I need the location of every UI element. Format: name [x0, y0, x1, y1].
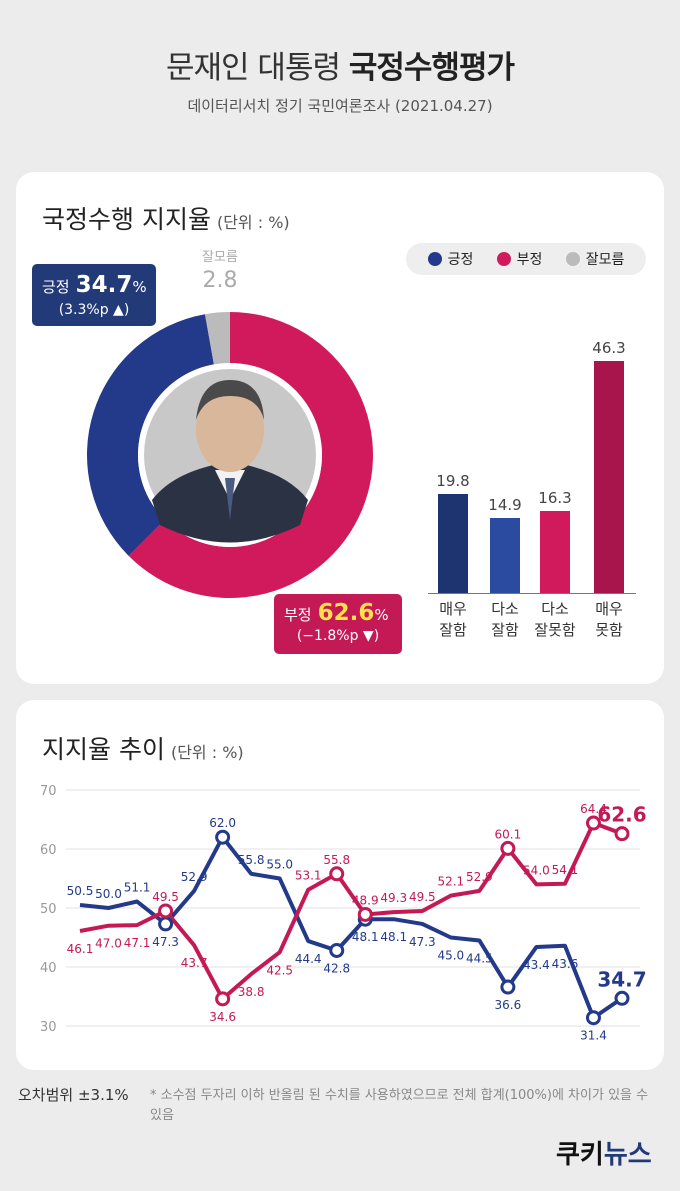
point-marker-positive-19	[614, 990, 630, 1006]
bar-category-1: 다소 잘함	[491, 600, 519, 639]
bar-category-3: 매우 못함	[595, 600, 623, 639]
data-label-negative-3: 49.5	[152, 890, 179, 904]
donut-chart	[86, 312, 373, 598]
y-tick-70: 70	[40, 784, 57, 799]
data-label-negative-18: 64.4	[580, 802, 607, 816]
data-label-positive-2: 51.1	[124, 881, 151, 895]
legend-dot-unknown	[565, 252, 580, 266]
y-tick-40: 40	[40, 961, 57, 976]
data-label-positive-17: 43.6	[552, 957, 579, 971]
data-label-positive-13: 45.0	[437, 949, 464, 963]
data-label-positive-5: 62.0	[209, 816, 236, 830]
data-label-positive-0: 50.5	[67, 884, 94, 898]
data-label-positive-12: 47.3	[409, 935, 436, 949]
data-label-negative-11: 49.3	[380, 891, 407, 905]
footnote: * 소수점 두자리 이하 반올림 된 수치를 사용하였으므로 전체 합계(100…	[150, 1088, 649, 1123]
y-tick-60: 60	[40, 843, 57, 858]
unknown-label: 잘모름	[202, 250, 238, 265]
legend-item-positive: 긍정	[427, 249, 473, 269]
y-tick-30: 30	[40, 1020, 57, 1035]
legend-dot-positive	[427, 252, 442, 266]
data-label-negative-16: 54.0	[523, 863, 550, 877]
point-marker-positive-18	[585, 1010, 601, 1026]
data-label-negative-10: 48.9	[352, 893, 379, 907]
data-label-positive-6: 55.8	[238, 853, 265, 867]
data-label-positive-4: 52.9	[181, 870, 208, 884]
data-label-negative-19: 62.6	[597, 803, 646, 827]
data-label-negative-1: 47.0	[95, 937, 122, 951]
bar-3	[594, 361, 624, 593]
bar-value-3: 46.3	[592, 339, 626, 357]
bar-value-1: 14.9	[488, 496, 522, 515]
breakdown-bar-chart: 19.8 매우 잘함 14.9 다소 잘함 16.3 다소 잘못함 46.3 매우 못함	[428, 339, 636, 639]
data-label-positive-11: 48.1	[380, 930, 407, 944]
donut-slice-positive	[86, 314, 214, 556]
data-label-positive-10: 48.1	[352, 930, 379, 944]
point-marker-positive-9	[329, 942, 345, 958]
data-label-negative-5: 34.6	[209, 1010, 236, 1024]
bar-0	[438, 493, 468, 593]
point-marker-positive-3	[158, 916, 174, 932]
data-label-positive-3: 47.3	[152, 935, 179, 949]
kuki-news-logo: 쿠키뉴스	[556, 1140, 652, 1170]
point-marker-negative-19	[614, 826, 630, 842]
page-title: 문재인 대통령 국정수행평가	[166, 50, 515, 86]
negative-callout: 부정 62.6% (−1.8%p ▼)	[274, 594, 402, 654]
data-label-negative-8: 53.1	[295, 869, 322, 883]
bar-value-2: 16.3	[538, 489, 572, 508]
point-marker-negative-15	[500, 840, 516, 856]
data-label-negative-2: 47.1	[124, 936, 151, 950]
data-label-positive-15: 36.6	[495, 998, 522, 1012]
portrait-image	[138, 363, 322, 547]
positive-callout: 긍정 34.7% (3.3%p ▲)	[32, 264, 156, 326]
data-label-positive-7: 55.0	[266, 858, 293, 872]
bar-2	[540, 511, 570, 593]
unknown-value: 2.8	[202, 268, 238, 293]
data-label-negative-13: 52.1	[437, 875, 464, 889]
point-marker-negative-9	[329, 866, 345, 882]
page-subtitle: 데이터리서치 정기 국민여론조사 (2021.04.27)	[187, 97, 493, 115]
point-marker-negative-3	[158, 903, 174, 919]
approval-card-title: 국정수행 지지율 (단위 : %)	[42, 205, 290, 234]
data-label-positive-16: 43.4	[523, 958, 550, 972]
legend-item-unknown: 잘모름	[565, 249, 624, 269]
bar-1	[490, 518, 520, 593]
bar-baseline	[428, 593, 636, 594]
data-label-negative-14: 52.9	[466, 870, 493, 884]
data-label-negative-17: 54.1	[552, 863, 579, 877]
data-label-positive-8: 44.4	[295, 952, 322, 966]
donut-slice-negative	[128, 312, 373, 598]
bar-category-0: 매우 잘함	[439, 600, 467, 639]
margin-of-error: 오차범위 ±3.1%	[18, 1086, 129, 1104]
legend-item-negative: 부정	[496, 249, 542, 269]
data-label-negative-12: 49.5	[409, 890, 436, 904]
data-label-negative-15: 60.1	[495, 827, 522, 841]
bar-value-0: 19.8	[436, 471, 470, 490]
data-label-positive-19: 34.7	[597, 967, 646, 991]
point-marker-negative-10	[357, 906, 373, 922]
data-label-negative-9: 55.8	[323, 853, 350, 867]
bar-category-2: 다소 잘못함	[534, 600, 576, 639]
point-marker-negative-18	[585, 815, 601, 831]
point-marker-negative-5	[215, 991, 231, 1007]
y-tick-50: 50	[40, 902, 57, 917]
data-label-positive-18: 31.4	[580, 1029, 607, 1043]
data-label-positive-14: 44.5	[466, 951, 493, 965]
data-label-negative-0: 46.1	[67, 942, 94, 956]
point-marker-positive-15	[500, 979, 516, 995]
legend-dot-negative	[496, 252, 511, 266]
donut-slice-unknown	[204, 312, 230, 365]
data-label-positive-9: 42.8	[323, 961, 350, 975]
trend-card-title: 지지율 추이 (단위 : %)	[42, 735, 244, 764]
data-label-positive-1: 50.0	[95, 887, 122, 901]
data-label-negative-6: 38.8	[238, 985, 265, 999]
legend: 긍정 부정 잘모름	[406, 243, 646, 275]
data-label-negative-4: 43.7	[181, 956, 208, 970]
point-marker-positive-5	[215, 829, 231, 845]
data-label-negative-7: 42.5	[266, 963, 293, 977]
